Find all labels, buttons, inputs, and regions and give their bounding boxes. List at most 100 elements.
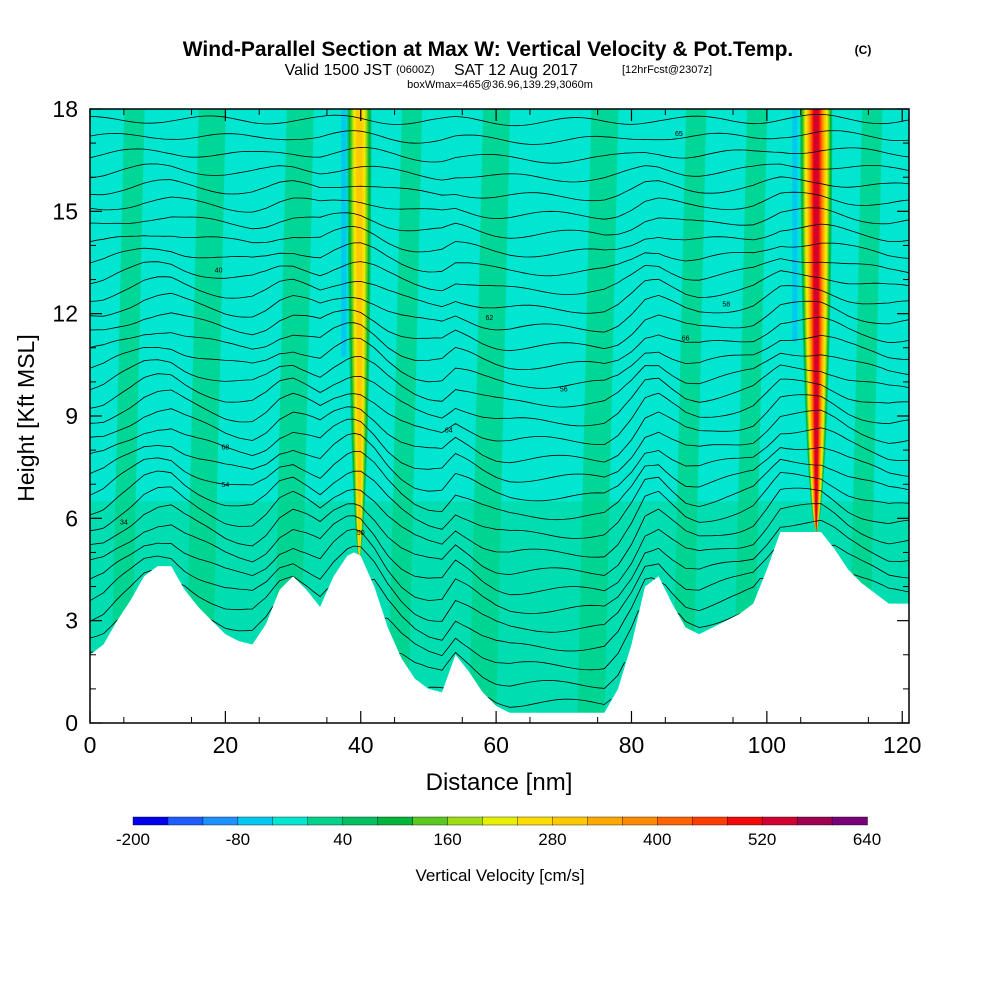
x-axis-label: Distance [nm] [426, 769, 573, 796]
colorbar-tick-label: 640 [853, 830, 881, 849]
colorbar-swatch [167, 816, 204, 826]
theta-contour-line [89, 285, 910, 333]
colorbar-swatch [726, 816, 763, 826]
colorbar: -200 -80 40 160 280 400 520 640 [116, 816, 881, 849]
theta-contour-line [89, 651, 626, 689]
y-tick-label: 0 [65, 710, 78, 736]
weak-updraft-band [184, 109, 226, 723]
weak-updraft-band [672, 109, 707, 723]
theta-contour-line [89, 242, 910, 277]
colorbar-tick-label: 280 [538, 830, 566, 849]
x-tick-label: 40 [348, 732, 374, 758]
colorbar-swatch [447, 816, 484, 826]
weak-updraft-band [733, 109, 768, 723]
theta-contour-line [89, 446, 910, 521]
theta-contour-label: 64 [445, 428, 453, 435]
theta-contour-label: 34 [120, 520, 128, 527]
colorbar-swatch [552, 816, 589, 826]
theta-contour-line [89, 258, 910, 295]
theta-contour-label: 50 [357, 530, 365, 537]
x-tick-label: 0 [84, 732, 97, 758]
theta-contour-line [89, 364, 910, 427]
theta-contours [89, 113, 910, 708]
weak-updraft-band [110, 109, 145, 723]
colorbar-swatch [132, 816, 169, 826]
y-tick-label: 15 [52, 198, 78, 224]
x-tick-label: 100 [748, 732, 786, 758]
theta-contour-line [89, 544, 910, 633]
theta-contour-line [89, 606, 740, 671]
colorbar-tick-label: 400 [643, 830, 671, 849]
colorbar-tick-label: -80 [226, 830, 251, 849]
theta-contour-line [89, 427, 910, 502]
colorbar-tick-label: 40 [333, 830, 352, 849]
theta-contour-line [89, 163, 910, 183]
theta-contour-label: 40 [215, 267, 223, 274]
colorbar-swatch [517, 816, 554, 826]
chart-title: Wind-Parallel Section at Max W: Vertical… [183, 38, 794, 61]
weak-updraft-band [577, 109, 619, 723]
y-tick-label: 6 [65, 505, 78, 531]
colorbar-swatch [412, 816, 449, 826]
weak-updraft-band [469, 109, 511, 723]
theta-contour-label: 54 [221, 482, 229, 489]
theta-contour-line [89, 316, 910, 371]
theta-contour-line [89, 394, 910, 464]
theta-contour-line [89, 130, 910, 145]
colorbar-swatch [796, 816, 833, 826]
colorbar-swatch [342, 816, 379, 826]
theta-contour-label: 56 [560, 387, 568, 394]
subtitle-date: SAT 12 Aug 2017 [454, 62, 578, 79]
theta-contour-line [89, 223, 910, 258]
colorbar-swatch [692, 816, 728, 826]
theta-contour-line [89, 519, 910, 614]
theta-contour-line [89, 570, 910, 652]
colorbar-swatch [831, 816, 868, 826]
x-tick-label: 60 [483, 732, 509, 758]
subtitle-utc: (0600Z) [396, 64, 435, 76]
x-tick-label: 120 [883, 732, 921, 758]
theta-contour-line [89, 176, 910, 202]
colorbar-swatch [377, 816, 414, 826]
theta-contour-line [89, 472, 910, 558]
downdraft-fringe [341, 109, 347, 357]
y-tick-label: 18 [52, 96, 78, 122]
theta-contour-label: 68 [221, 445, 229, 452]
colorbar-swatch [202, 816, 239, 826]
theta-contour-line [89, 409, 910, 483]
colorbar-swatch [622, 816, 658, 826]
theta-contour-line [89, 300, 910, 352]
weak-updraft-band [387, 109, 423, 723]
theta-contour-line [89, 146, 910, 164]
theta-contour-line [89, 191, 910, 220]
theta-contour-line [89, 503, 910, 596]
theta-contour-line [90, 207, 910, 239]
weak-updraft-band [848, 109, 883, 723]
theta-contour-label: 66 [682, 336, 690, 343]
theta-contour-line [89, 487, 910, 576]
theta-contour-label: 58 [722, 301, 730, 308]
colorbar-tick-label: 160 [433, 830, 461, 849]
colorbar-swatch [237, 816, 274, 826]
weak-updraft-band [272, 109, 314, 723]
theta-contour-line [89, 270, 910, 314]
y-tick-label: 12 [52, 301, 78, 327]
theta-contour-line [89, 113, 910, 127]
chart-title-mark: (C) [855, 43, 872, 57]
theta-contour-line [89, 458, 910, 539]
y-axis-label: Height [Kft MSL] [13, 334, 39, 501]
subtitle-boxwmax: boxWmax=465@36.96,139.29,3060m [407, 79, 593, 91]
colorbar-swatch [307, 816, 344, 826]
colorbar-swatch [272, 816, 309, 826]
x-tick-label: 80 [619, 732, 645, 758]
theta-contour-line [428, 686, 612, 708]
colorbar-tick-label: 520 [748, 830, 776, 849]
y-tick-label: 9 [65, 403, 78, 429]
y-tick-label: 3 [65, 608, 78, 634]
colorbar-swatch [587, 816, 624, 826]
x-tick-label: 20 [213, 732, 239, 758]
colorbar-tick-label: -200 [116, 830, 150, 849]
updraft-core-level [813, 109, 819, 532]
subtitle-forecast: [12hrFcst@2307z] [622, 64, 712, 76]
